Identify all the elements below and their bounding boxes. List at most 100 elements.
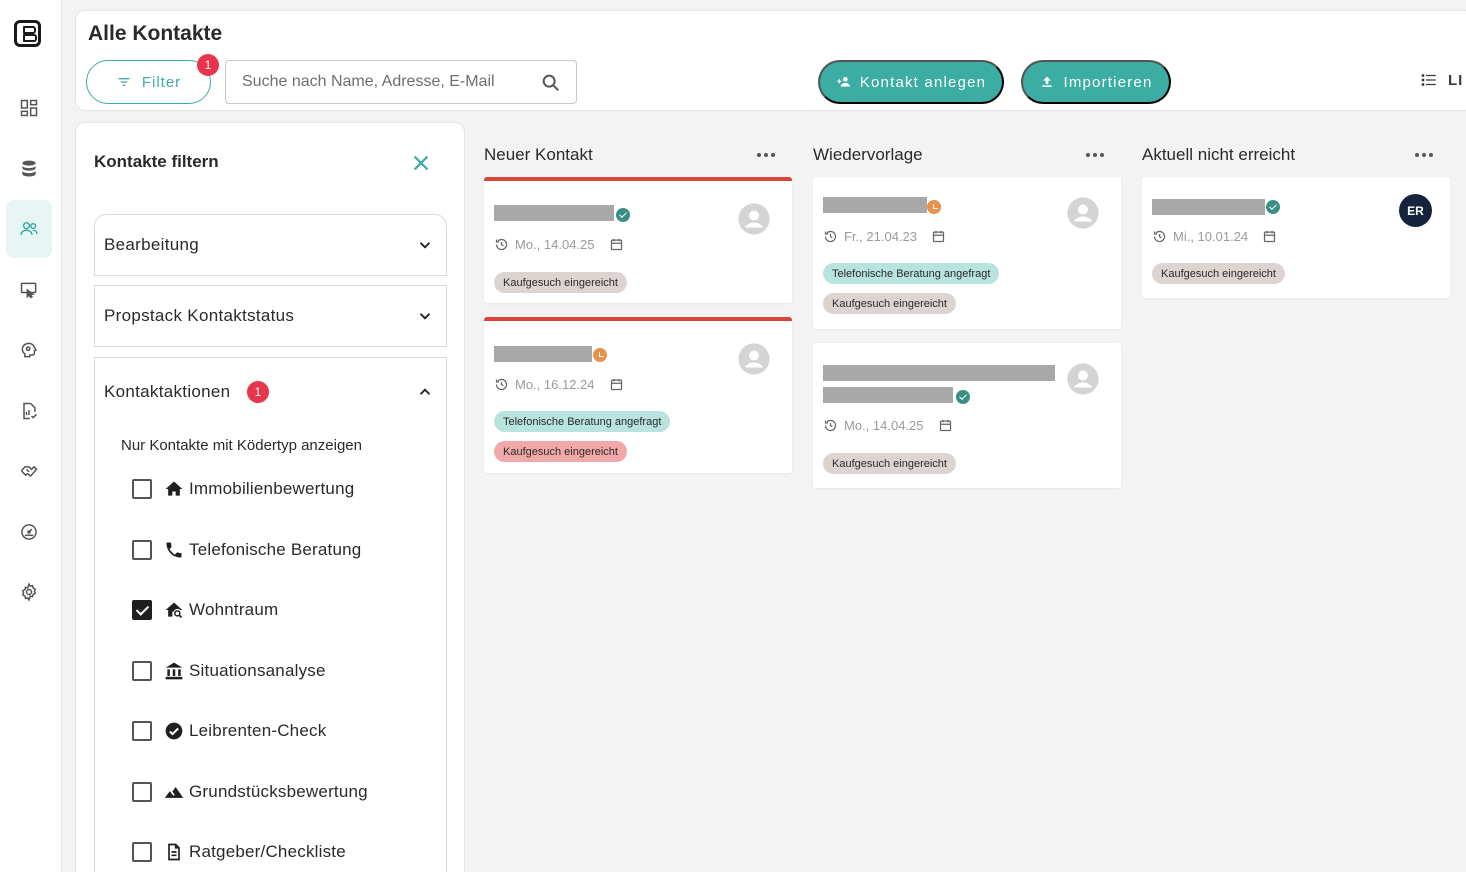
column-title-wiedervorlage: Wiedervorlage: [813, 145, 923, 164]
sidebar-item-performance[interactable]: [6, 503, 52, 561]
option-label: Ratgeber/Checkliste: [189, 842, 346, 861]
import-button[interactable]: Importieren: [1021, 60, 1171, 104]
add-contact-label: Kontakt anlegen: [859, 73, 987, 91]
option-label: Situationsanalyse: [189, 661, 326, 680]
accordion-kontaktaktionen[interactable]: Kontaktaktionen 1 Nur Kontakte mit Köder…: [94, 357, 447, 872]
date-row: Mo., 14.04.25: [494, 237, 624, 252]
tag-telefonische-beratung: Telefonische Beratung angefragt: [494, 411, 671, 432]
date-row: Mi., 10.01.24: [1152, 229, 1277, 244]
column-title-aktuell-nicht-erreicht: Aktuell nicht erreicht: [1142, 145, 1296, 164]
date-row: Fr., 21.04.23: [823, 229, 946, 244]
history-icon: [824, 419, 837, 432]
contact-card[interactable]: Mo., 14.04.25 Kaufgesuch eingereicht: [484, 177, 792, 303]
checkbox[interactable]: [132, 842, 152, 862]
search-input[interactable]: [227, 62, 527, 102]
checkbox[interactable]: [132, 782, 152, 802]
option-label: Grundstücksbewertung: [189, 782, 368, 801]
redacted-name: [494, 205, 614, 221]
redacted-name: [823, 387, 953, 403]
sidebar-item-reports[interactable]: [6, 382, 52, 440]
calendar-icon[interactable]: [609, 237, 624, 252]
filter-button[interactable]: Filter: [86, 60, 211, 104]
option-label: Immobilienbewertung: [189, 479, 355, 498]
tag-telefonische-beratung: Telefonische Beratung angefragt: [823, 263, 1000, 284]
sidebar-item-database[interactable]: [6, 140, 52, 198]
contacts-icon: [20, 222, 38, 235]
home-icon: [165, 481, 183, 496]
more-horizontal-icon[interactable]: [1414, 150, 1434, 160]
kontaktaktionen-count-badge: 1: [247, 381, 269, 403]
more-horizontal-icon[interactable]: [756, 150, 776, 160]
sidebar-item-insights[interactable]: [6, 321, 52, 379]
document-icon: [168, 843, 180, 861]
pending-icon: [593, 348, 607, 362]
database-icon: [22, 160, 36, 177]
checkbox-checked[interactable]: [132, 600, 152, 620]
tag-kaufgesuch: Kaufgesuch eingereicht: [494, 272, 627, 293]
pending-icon: [927, 200, 941, 214]
chevron-down-icon: [419, 242, 431, 249]
calendar-icon[interactable]: [609, 377, 624, 392]
report-icon: [23, 402, 38, 420]
calendar-icon[interactable]: [931, 229, 946, 244]
close-icon[interactable]: [410, 152, 432, 174]
more-horizontal-icon[interactable]: [1085, 150, 1105, 160]
add-contact-button[interactable]: Kontakt anlegen: [818, 60, 1004, 104]
redacted-name: [1152, 199, 1265, 215]
contact-card[interactable]: Mo., 16.12.24 Telefonische Beratung ange…: [484, 317, 792, 473]
sidebar-item-screen[interactable]: [6, 261, 52, 319]
history-icon: [1153, 230, 1166, 243]
filter-icon: [118, 78, 130, 86]
logo[interactable]: [14, 20, 41, 47]
landscape-icon: [164, 787, 184, 798]
avatar-placeholder-icon[interactable]: [1066, 196, 1100, 230]
contact-card[interactable]: Fr., 21.04.23 Telefonische Beratung ange…: [813, 177, 1121, 329]
option-ratgeber-checkliste[interactable]: Ratgeber/Checkliste: [132, 837, 346, 867]
option-telefonische-beratung[interactable]: Telefonische Beratung: [132, 535, 361, 565]
filter-label: Filter: [141, 73, 182, 91]
avatar-placeholder-icon[interactable]: [737, 202, 771, 236]
checkbox[interactable]: [132, 540, 152, 560]
avatar[interactable]: ER: [1399, 194, 1432, 227]
checkbox[interactable]: [132, 661, 152, 681]
option-grundstuecksbewertung[interactable]: Grundstücksbewertung: [132, 777, 368, 807]
upload-icon: [1042, 76, 1053, 87]
chevron-down-icon: [419, 313, 431, 320]
brain-icon: [21, 342, 38, 358]
option-situationsanalyse[interactable]: Situationsanalyse: [132, 656, 326, 686]
accordion-label: Kontaktaktionen: [104, 382, 231, 401]
sidebar-item-partners[interactable]: [6, 442, 52, 500]
list-icon: [1421, 74, 1436, 86]
dashboard-icon: [20, 99, 38, 117]
option-wohntraum[interactable]: Wohntraum: [132, 595, 278, 625]
sidebar-item-dashboard[interactable]: [6, 79, 52, 137]
verified-icon: [956, 390, 970, 404]
checkbox[interactable]: [132, 721, 152, 741]
tag-kaufgesuch: Kaufgesuch eingereicht: [823, 453, 956, 474]
verified-icon: [616, 208, 630, 222]
sidebar-item-settings[interactable]: [6, 563, 52, 621]
checkbox[interactable]: [132, 479, 152, 499]
tag-kaufgesuch: Kaufgesuch eingereicht: [1152, 263, 1285, 284]
calendar-icon[interactable]: [1262, 229, 1277, 244]
option-immobilienbewertung[interactable]: Immobilienbewertung: [132, 474, 354, 504]
redacted-name: [494, 346, 592, 362]
option-leibrenten-check[interactable]: Leibrenten-Check: [132, 716, 326, 746]
accordion-propstack-kontaktstatus[interactable]: Propstack Kontaktstatus: [94, 285, 447, 347]
avatar-placeholder-icon[interactable]: [737, 342, 771, 376]
avatar-placeholder-icon[interactable]: [1066, 362, 1100, 396]
verified-icon: [1266, 200, 1280, 214]
contact-card[interactable]: Mo., 14.04.25 Kaufgesuch eingereicht: [813, 343, 1121, 488]
list-view-toggle[interactable]: LI: [1420, 71, 1463, 89]
search-box: [225, 60, 577, 104]
options-subtitle: Nur Kontakte mit Ködertyp anzeigen: [121, 437, 362, 454]
calendar-icon[interactable]: [938, 418, 953, 433]
sidebar-item-contacts[interactable]: [6, 200, 52, 258]
check-circle-icon: [165, 722, 183, 740]
tag-kaufgesuch: Kaufgesuch eingereicht: [823, 293, 956, 314]
accordion-bearbeitung[interactable]: Bearbeitung: [94, 214, 447, 276]
tag-kaufgesuch: Kaufgesuch eingereicht: [494, 441, 627, 462]
date-row: Mo., 14.04.25: [823, 418, 953, 433]
search-icon[interactable]: [540, 72, 562, 94]
contact-card[interactable]: ER Mi., 10.01.24 Kaufgesuch eingereicht: [1142, 177, 1450, 298]
